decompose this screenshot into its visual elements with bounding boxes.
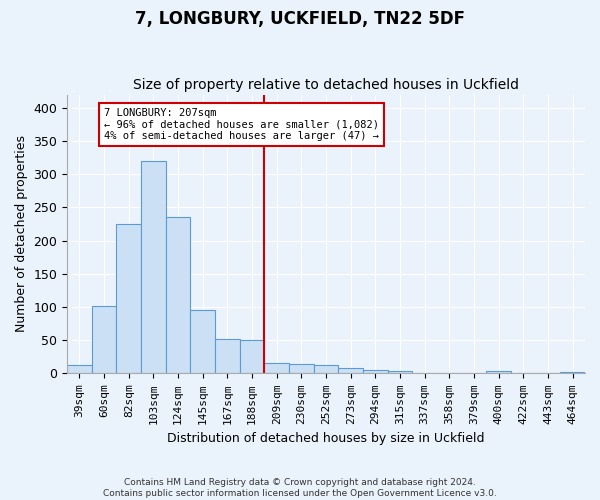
Bar: [215, 339, 240, 374]
Bar: [363, 370, 388, 374]
Bar: [536, 373, 560, 374]
Bar: [289, 364, 314, 374]
Bar: [141, 161, 166, 374]
Text: Contains HM Land Registry data © Crown copyright and database right 2024.
Contai: Contains HM Land Registry data © Crown c…: [103, 478, 497, 498]
Text: 7, LONGBURY, UCKFIELD, TN22 5DF: 7, LONGBURY, UCKFIELD, TN22 5DF: [135, 10, 465, 28]
Y-axis label: Number of detached properties: Number of detached properties: [15, 136, 28, 332]
Bar: [240, 340, 265, 374]
Bar: [265, 363, 289, 374]
Bar: [487, 372, 511, 374]
Bar: [314, 365, 338, 374]
Title: Size of property relative to detached houses in Uckfield: Size of property relative to detached ho…: [133, 78, 519, 92]
Bar: [388, 372, 412, 374]
Text: 7 LONGBURY: 207sqm
← 96% of detached houses are smaller (1,082)
4% of semi-detac: 7 LONGBURY: 207sqm ← 96% of detached hou…: [104, 108, 379, 141]
Bar: [116, 224, 141, 374]
Bar: [412, 373, 437, 374]
Bar: [92, 306, 116, 374]
Bar: [190, 310, 215, 374]
Bar: [166, 216, 190, 374]
X-axis label: Distribution of detached houses by size in Uckfield: Distribution of detached houses by size …: [167, 432, 485, 445]
Bar: [560, 372, 585, 374]
Bar: [338, 368, 363, 374]
Bar: [67, 366, 92, 374]
